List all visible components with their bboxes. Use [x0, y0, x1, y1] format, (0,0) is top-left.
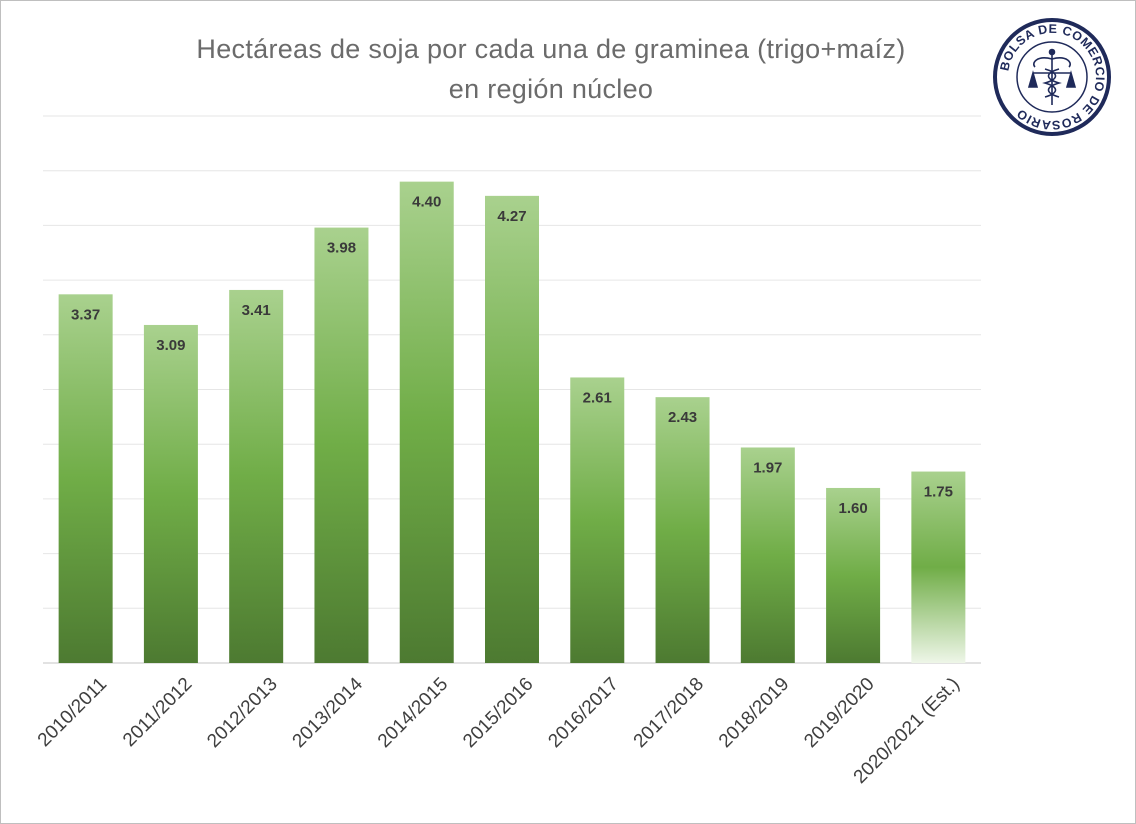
data-label: 2.43: [668, 409, 697, 426]
bar-2018-2019: [740, 447, 795, 663]
x-tick-label: 2012/2013: [203, 674, 281, 752]
bar-2019-2020: [826, 487, 881, 663]
bar-2020-2021-Est: [911, 471, 966, 663]
caduceus-and-scales-icon: [1027, 48, 1077, 105]
x-tick-labels: 2010/2011 2011/2012 2012/2013 2013/2014 2014…: [34, 673, 964, 787]
x-tick-label: 2011/2012: [119, 674, 196, 751]
data-label: 3.37: [71, 306, 100, 323]
bar-2012-2013: [229, 289, 284, 663]
data-label: 3.09: [156, 337, 185, 354]
x-tick-label: 2017/2018: [630, 674, 708, 752]
data-label: 2.61: [583, 389, 612, 406]
bar-2010-2011: [58, 294, 113, 663]
x-tick-label: 2014/2015: [374, 674, 452, 752]
x-tick-label: 2010/2011: [34, 674, 111, 751]
data-label: 3.41: [242, 302, 271, 319]
data-label: 1.97: [753, 459, 782, 476]
chart-title-line-1: Hectáreas de soja por cada una de gramin…: [196, 34, 906, 64]
x-tick-label: 2016/2017: [544, 674, 622, 752]
x-tick-label: 2018/2019: [715, 674, 793, 752]
bolsa-de-comercio-de-rosario-logo: BOLSA DE COMERCIO DE ROSARIO: [993, 18, 1111, 136]
chart-title-line-2: en región núcleo: [448, 74, 654, 104]
bar-2014-2015: [399, 181, 454, 663]
x-tick-label: 2015/2016: [459, 674, 537, 752]
bar-2015-2016: [485, 195, 539, 663]
chart-title: Hectáreas de soja por cada una de gramin…: [61, 29, 1041, 109]
data-label: 4.27: [497, 208, 526, 225]
data-labels: 3.37 3.09 3.41 3.98 4.40 4.27 2.61 2.43 1.97 1.60…: [71, 194, 953, 517]
x-tick-label: 2013/2014: [289, 673, 368, 752]
x-tick-label: 2019/2020: [800, 674, 878, 752]
bar-2017-2018: [655, 397, 710, 663]
data-label: 4.40: [412, 194, 441, 211]
bars: [58, 181, 966, 663]
bar-2016-2017: [570, 377, 625, 663]
data-label: 3.98: [327, 240, 356, 257]
bar-2011-2012: [143, 324, 198, 663]
data-label: 1.75: [924, 484, 953, 501]
data-label: 1.60: [838, 500, 867, 517]
bar-2013-2014: [314, 227, 369, 663]
